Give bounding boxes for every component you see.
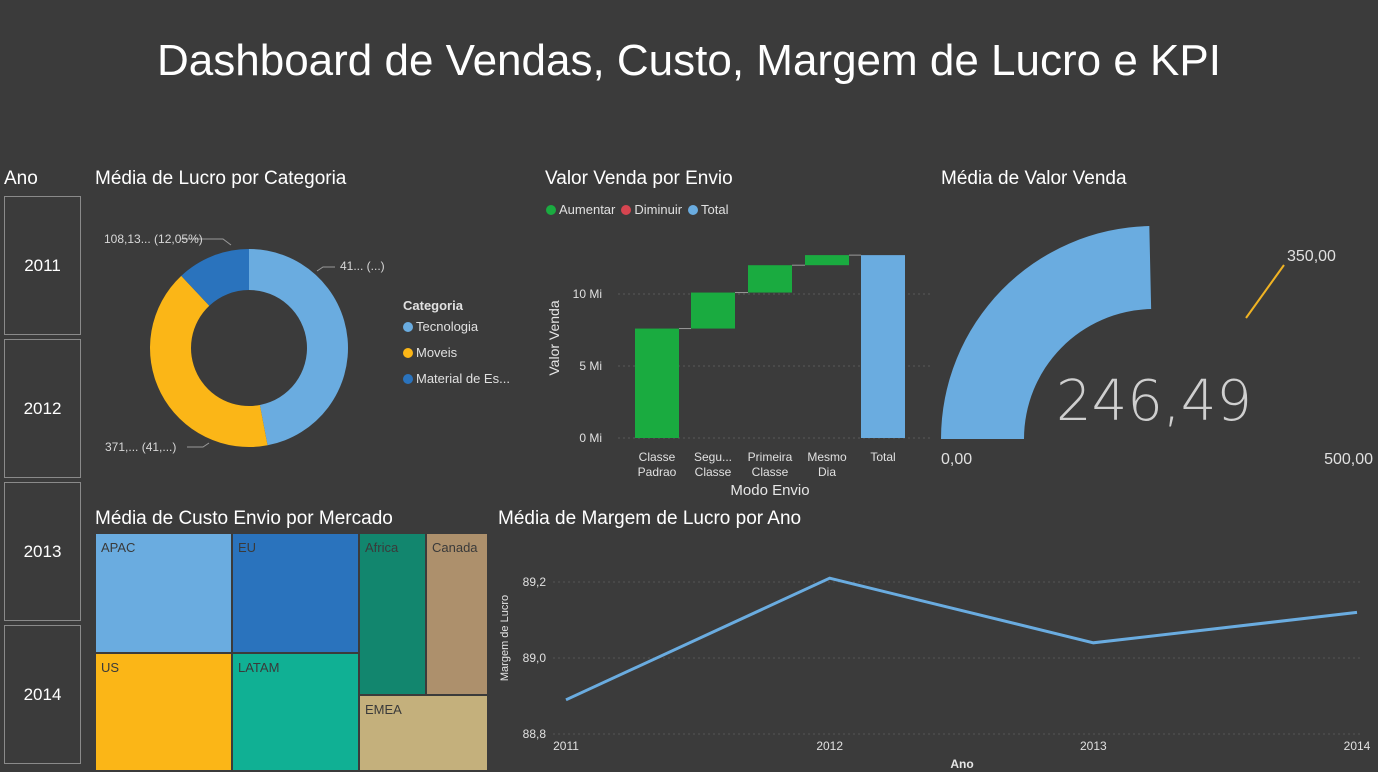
- legend-title: Categoria: [403, 298, 463, 313]
- legend-dot: [621, 205, 632, 215]
- treemap-label: EMEA: [365, 702, 402, 717]
- x-tick-label: 2013: [1080, 739, 1107, 753]
- x-tick-label: Classe: [752, 465, 789, 479]
- treemap-cell-emea[interactable]: EMEA: [359, 695, 488, 771]
- slicer-option-label: 2013: [23, 541, 62, 561]
- dashboard-title: Dashboard de Vendas, Custo, Margem de Lu…: [157, 36, 1221, 85]
- gauge-target-label: 350,00: [1287, 248, 1336, 265]
- leader-line: [181, 238, 232, 246]
- treemap-cell-canada[interactable]: Canada: [426, 533, 488, 695]
- waterfall-legend: Aumentar Diminuir Total: [546, 202, 729, 217]
- x-tick-label: Padrao: [638, 465, 677, 479]
- y-tick-label: 88,8: [523, 727, 547, 741]
- donut-chart[interactable]: 41... (...) 108,13... (12,05%) 371,... (…: [95, 195, 535, 485]
- x-tick-label: 2014: [1344, 739, 1371, 753]
- gauge-arc: [941, 226, 1152, 439]
- legend-label: Aumentar: [559, 202, 616, 217]
- slicer-option-2013[interactable]: 2013: [4, 482, 81, 621]
- y-tick-label: 5 Mi: [579, 359, 602, 373]
- waterfall-bar[interactable]: [691, 292, 735, 329]
- x-tick-label: Primeira: [748, 450, 793, 464]
- treemap-cell-africa[interactable]: Africa: [359, 533, 426, 695]
- legend-dot: [546, 205, 556, 215]
- legend-item-diminuir[interactable]: Diminuir: [621, 202, 682, 217]
- gauge-chart[interactable]: 246,49 0,00 500,00 350,00: [930, 210, 1378, 480]
- donut-title: Média de Lucro por Categoria: [95, 168, 347, 189]
- y-tick-label: 89,0: [523, 651, 547, 665]
- donut-legend: Categoria Tecnologia Moveis Material de …: [403, 298, 510, 386]
- waterfall-bar[interactable]: [635, 328, 679, 438]
- line-xlabel: Ano: [950, 757, 973, 771]
- slicer-option-label: 2014: [23, 684, 62, 704]
- y-tick-label: 89,2: [523, 575, 547, 589]
- y-tick-label: 10 Mi: [573, 287, 602, 301]
- line-series[interactable]: [565, 576, 1358, 702]
- treemap-label: LATAM: [238, 660, 280, 675]
- donut-label-material: 108,13... (12,05%): [104, 232, 203, 246]
- waterfall-chart[interactable]: Valor Venda Modo Envio 0 Mi 5 Mi 10 Mi Clas…: [540, 220, 940, 505]
- waterfall-bar[interactable]: [861, 255, 905, 438]
- treemap-cell-eu[interactable]: EU: [232, 533, 359, 653]
- treemap-cell-us[interactable]: US: [95, 653, 232, 771]
- legend-item-material[interactable]: Material de Es...: [403, 371, 510, 386]
- gauge-title: Média de Valor Venda: [941, 168, 1127, 189]
- treemap-label: APAC: [101, 540, 136, 555]
- line-ylabel: Margem de Lucro: [499, 595, 511, 681]
- donut-label-moveis: 371,... (41,...): [105, 440, 176, 454]
- leader-line: [316, 266, 335, 272]
- donut-label-tecnologia: 41... (...): [340, 259, 385, 273]
- donut-slice-material-de-es-[interactable]: [181, 249, 249, 306]
- donut-slice-tecnologia[interactable]: [249, 249, 348, 446]
- x-tick-label: Classe: [639, 450, 676, 464]
- x-tick-label: 2012: [816, 739, 843, 753]
- gauge-min-label: 0,00: [941, 451, 972, 468]
- legend-label: Diminuir: [634, 202, 683, 217]
- slicer-option-label: 2012: [23, 398, 62, 418]
- treemap-label: US: [101, 660, 120, 675]
- x-tick-label: 2011: [553, 739, 579, 753]
- x-tick-label: Classe: [695, 465, 732, 479]
- leader-line: [187, 442, 210, 448]
- donut-slice-moveis[interactable]: [150, 275, 268, 447]
- gauge-target-line: [1245, 264, 1285, 319]
- slicer-option-label: 2011: [24, 255, 61, 275]
- slicer-option-2014[interactable]: 2014: [4, 625, 81, 764]
- waterfall-bar[interactable]: [748, 265, 792, 293]
- y-tick-label: 0 Mi: [579, 431, 602, 445]
- waterfall-ylabel: Valor Venda: [546, 300, 562, 375]
- gauge-max-label: 500,00: [1324, 451, 1373, 468]
- legend-item-moveis[interactable]: Moveis: [403, 345, 510, 360]
- x-tick-label: Total: [870, 450, 895, 464]
- legend-label: Moveis: [416, 345, 458, 360]
- legend-label: Material de Es...: [416, 371, 510, 386]
- legend-dot: [403, 322, 413, 332]
- slicer-option-2011[interactable]: 2011: [4, 196, 81, 335]
- legend-label: Total: [701, 202, 729, 217]
- legend-dot: [403, 348, 413, 358]
- line-title: Média de Margem de Lucro por Ano: [498, 508, 802, 529]
- legend-item-total[interactable]: Total: [688, 202, 729, 217]
- legend-dot: [403, 374, 413, 384]
- treemap-label: Africa: [365, 540, 399, 555]
- treemap-chart: APAC EU Africa Canada US LATAM EMEA: [95, 533, 488, 771]
- legend-item-aumentar[interactable]: Aumentar: [546, 202, 615, 217]
- slicer-title: Ano: [4, 168, 38, 189]
- treemap-label: EU: [238, 540, 257, 555]
- x-tick-label: Segu...: [694, 450, 732, 464]
- x-tick-label: Dia: [818, 465, 836, 479]
- waterfall-bar[interactable]: [805, 255, 849, 266]
- gauge-value: 246,49: [1056, 369, 1252, 434]
- treemap-cell-apac[interactable]: APAC: [95, 533, 232, 653]
- treemap-title: Média de Custo Envio por Mercado: [95, 508, 393, 529]
- line-chart[interactable]: Margem de Lucro Ano 88,8 89,0 89,2 2011 2012…: [493, 540, 1378, 772]
- x-tick-label: Mesmo: [807, 450, 847, 464]
- waterfall-xlabel: Modo Envio: [730, 482, 809, 499]
- treemap-cell-latam[interactable]: LATAM: [232, 653, 359, 771]
- treemap-label: Canada: [432, 540, 478, 555]
- waterfall-title: Valor Venda por Envio: [545, 168, 733, 189]
- legend-item-tecnologia[interactable]: Tecnologia: [403, 319, 510, 334]
- legend-label: Tecnologia: [416, 319, 479, 334]
- legend-dot: [688, 205, 699, 215]
- slicer-option-2012[interactable]: 2012: [4, 339, 81, 478]
